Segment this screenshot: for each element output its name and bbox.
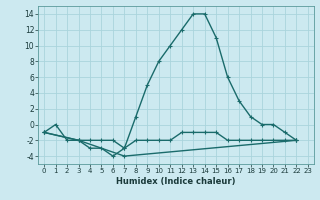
- X-axis label: Humidex (Indice chaleur): Humidex (Indice chaleur): [116, 177, 236, 186]
